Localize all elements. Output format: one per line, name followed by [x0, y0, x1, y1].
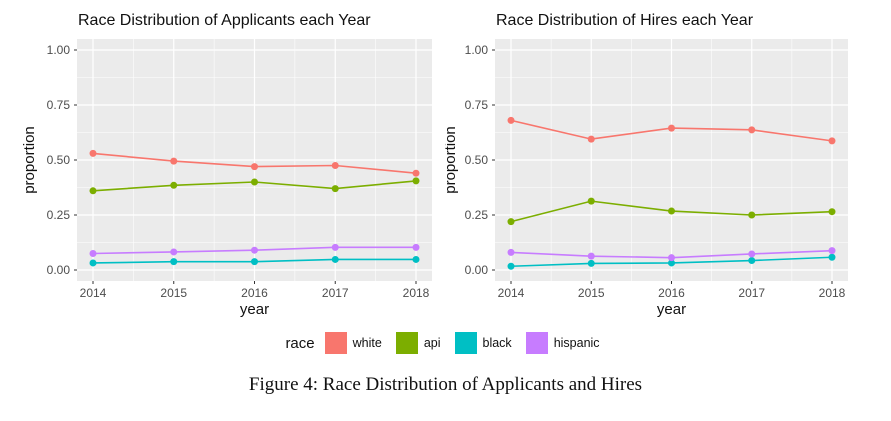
data-point-white — [170, 157, 178, 165]
data-point-black — [587, 259, 595, 267]
y-tick-label: 0.50 — [47, 153, 71, 167]
data-point-hispanic — [748, 250, 756, 258]
data-point-api — [587, 197, 595, 205]
chart-title: Race Distribution of Hires each Year — [496, 12, 754, 29]
axis-ticks — [74, 49, 417, 284]
data-point-black — [748, 257, 756, 265]
legend-swatch-hispanic — [525, 332, 548, 354]
data-point-api — [412, 177, 420, 185]
data-point-black — [251, 258, 258, 266]
x-tick-label: 2014 — [80, 286, 107, 300]
legend-label-white: white — [352, 336, 382, 350]
data-point-white — [748, 126, 756, 134]
x-tick-label: 2014 — [498, 286, 525, 300]
y-tick-label: 1.00 — [47, 43, 71, 57]
data-point-api — [828, 208, 836, 216]
data-point-white — [412, 169, 420, 177]
y-tick-label: 0.25 — [47, 208, 71, 222]
data-point-black — [331, 255, 339, 263]
legend-label-hispanic: hispanic — [553, 336, 600, 350]
x-axis-title: year — [657, 301, 686, 318]
data-point-white — [587, 135, 595, 143]
x-tick-label: 2015 — [578, 286, 605, 300]
data-point-white — [89, 149, 97, 157]
applicants-chart: 0.00 0.25 0.50 0.75 1.00 2014 2015 2016 2017 2018… — [21, 12, 432, 318]
data-point-white — [331, 162, 339, 169]
data-point-hispanic — [507, 248, 515, 256]
chart-title: Race Distribution of Applicants each Yea… — [78, 12, 371, 29]
x-tick-label: 2015 — [160, 286, 187, 300]
legend-entry-black: black — [454, 332, 512, 354]
data-point-api — [251, 178, 258, 186]
charts-row: 0.00 0.25 0.50 0.75 1.00 2014 2015 2016 2017 2018… — [21, 12, 848, 318]
data-point-black — [507, 262, 515, 270]
legend-entry-white: white — [324, 332, 382, 354]
legend-label-api: api — [423, 336, 441, 350]
x-tick-label: 2017 — [322, 286, 349, 300]
data-point-black — [828, 253, 836, 261]
legend-label-black: black — [482, 336, 512, 350]
x-tick-label: 2017 — [738, 286, 765, 300]
data-point-api — [507, 218, 515, 226]
data-point-hispanic — [170, 248, 178, 256]
y-tick-label: 0.75 — [465, 98, 489, 112]
data-point-black — [89, 259, 97, 267]
race-legend: race white api black hispanic — [0, 330, 891, 356]
legend-swatch-white — [324, 332, 347, 354]
data-point-api — [89, 187, 97, 195]
data-point-black — [668, 259, 675, 267]
figure-caption: Figure 4: Race Distribution of Applicant… — [248, 374, 643, 395]
legend-swatch-api — [395, 332, 418, 354]
data-point-white — [828, 137, 836, 145]
axis-ticks — [492, 49, 833, 284]
data-point-white — [668, 124, 675, 132]
y-tick-label: 0.75 — [47, 98, 71, 112]
legend-title: race — [285, 334, 315, 352]
y-axis-title: proportion — [445, 126, 459, 194]
data-point-hispanic — [828, 247, 836, 255]
y-axis-title: proportion — [21, 126, 38, 194]
x-tick-label: 2016 — [658, 286, 685, 300]
x-tick-label: 2016 — [241, 286, 268, 300]
data-point-black — [412, 255, 420, 263]
y-tick-label: 0.00 — [47, 263, 71, 277]
legend-entry-hispanic: hispanic — [525, 332, 600, 354]
data-point-hispanic — [668, 254, 675, 262]
data-point-api — [668, 207, 675, 215]
y-tick-label: 0.25 — [465, 208, 489, 222]
data-point-api — [170, 181, 178, 189]
y-tick-label: 0.50 — [465, 153, 489, 167]
data-point-black — [170, 258, 178, 266]
y-tick-label: 0.00 — [465, 263, 489, 277]
data-point-hispanic — [412, 243, 420, 251]
x-tick-label: 2018 — [403, 286, 430, 300]
data-point-api — [748, 211, 756, 219]
data-point-white — [251, 163, 258, 171]
data-point-hispanic — [89, 250, 97, 257]
x-axis-title: year — [240, 301, 269, 318]
data-point-hispanic — [587, 252, 595, 260]
major-gridlines — [495, 39, 848, 281]
data-point-api — [331, 185, 339, 193]
hires-chart: 0.00 0.25 0.50 0.75 1.00 2014 2015 2016 2017 2018… — [445, 12, 848, 318]
data-point-hispanic — [331, 243, 339, 251]
x-tick-label: 2018 — [819, 286, 846, 300]
legend-entry-api: api — [395, 332, 441, 354]
data-point-hispanic — [251, 246, 258, 254]
data-point-white — [507, 116, 515, 124]
legend-swatch-black — [454, 332, 477, 354]
y-tick-label: 1.00 — [465, 43, 489, 57]
